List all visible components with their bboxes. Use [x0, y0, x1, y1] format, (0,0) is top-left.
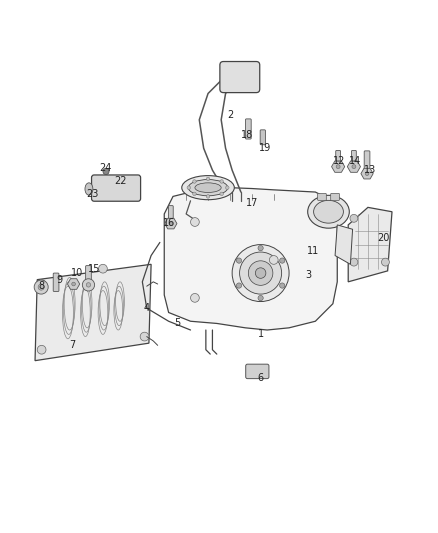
Circle shape: [240, 252, 282, 294]
Circle shape: [220, 192, 223, 196]
Circle shape: [381, 258, 389, 266]
Circle shape: [193, 192, 196, 196]
Circle shape: [191, 294, 199, 302]
Polygon shape: [67, 279, 80, 289]
Circle shape: [38, 284, 44, 290]
Circle shape: [187, 186, 191, 189]
Text: 16: 16: [162, 217, 175, 228]
Polygon shape: [332, 161, 345, 172]
Circle shape: [86, 282, 91, 287]
Circle shape: [37, 280, 46, 288]
Text: 18: 18: [241, 130, 254, 140]
FancyBboxPatch shape: [53, 273, 59, 292]
Circle shape: [140, 332, 149, 341]
Circle shape: [237, 258, 242, 263]
Circle shape: [99, 264, 107, 273]
Polygon shape: [165, 219, 177, 229]
FancyBboxPatch shape: [92, 175, 141, 201]
FancyBboxPatch shape: [86, 265, 92, 286]
Circle shape: [350, 214, 358, 222]
Text: 6: 6: [258, 373, 264, 383]
Circle shape: [269, 255, 278, 264]
Circle shape: [206, 177, 210, 181]
Polygon shape: [335, 225, 353, 264]
Circle shape: [193, 180, 196, 183]
Text: 7: 7: [69, 341, 75, 350]
Text: 20: 20: [377, 233, 389, 243]
Text: 1: 1: [258, 329, 264, 340]
Text: 17: 17: [246, 198, 258, 208]
Text: 11: 11: [307, 246, 319, 256]
Text: 9: 9: [56, 274, 62, 285]
Ellipse shape: [307, 195, 350, 228]
Ellipse shape: [195, 183, 221, 192]
FancyBboxPatch shape: [352, 150, 357, 161]
Circle shape: [72, 282, 75, 286]
FancyBboxPatch shape: [364, 151, 370, 174]
Circle shape: [350, 258, 358, 266]
Text: 22: 22: [114, 176, 127, 186]
Text: 19: 19: [259, 143, 271, 154]
Ellipse shape: [314, 200, 343, 223]
FancyBboxPatch shape: [220, 61, 260, 93]
Text: 3: 3: [306, 270, 312, 280]
Circle shape: [232, 245, 289, 302]
Text: 12: 12: [333, 156, 346, 166]
Circle shape: [169, 222, 173, 225]
FancyBboxPatch shape: [246, 364, 269, 378]
Text: 15: 15: [88, 264, 100, 273]
Circle shape: [352, 165, 356, 168]
Circle shape: [279, 283, 285, 288]
FancyBboxPatch shape: [336, 150, 341, 161]
Circle shape: [226, 186, 229, 189]
Text: 8: 8: [39, 281, 45, 291]
Text: 13: 13: [364, 165, 376, 175]
FancyBboxPatch shape: [260, 130, 265, 145]
Circle shape: [258, 295, 263, 301]
Circle shape: [336, 165, 340, 168]
Circle shape: [191, 217, 199, 227]
Text: 24: 24: [99, 163, 111, 173]
Ellipse shape: [85, 183, 93, 195]
Circle shape: [258, 246, 263, 251]
Circle shape: [206, 195, 210, 198]
Circle shape: [37, 345, 46, 354]
Circle shape: [279, 258, 285, 263]
Ellipse shape: [188, 180, 228, 196]
Polygon shape: [347, 161, 360, 172]
Circle shape: [365, 172, 369, 175]
Circle shape: [255, 268, 266, 278]
Text: 2: 2: [227, 110, 233, 120]
Circle shape: [103, 168, 109, 174]
Circle shape: [34, 280, 48, 294]
Text: 5: 5: [174, 318, 180, 328]
Circle shape: [248, 261, 273, 285]
Ellipse shape: [182, 175, 234, 200]
Text: 14: 14: [349, 156, 361, 166]
Circle shape: [82, 279, 95, 291]
Text: 23: 23: [86, 189, 98, 199]
Polygon shape: [35, 264, 151, 361]
FancyBboxPatch shape: [245, 119, 251, 139]
Text: 10: 10: [71, 268, 83, 278]
Polygon shape: [164, 188, 337, 330]
FancyBboxPatch shape: [331, 193, 339, 200]
FancyBboxPatch shape: [318, 193, 326, 200]
Circle shape: [220, 180, 223, 183]
Polygon shape: [348, 207, 392, 282]
Circle shape: [237, 283, 242, 288]
Polygon shape: [361, 168, 373, 179]
FancyBboxPatch shape: [168, 206, 173, 219]
Text: 4: 4: [144, 303, 150, 313]
